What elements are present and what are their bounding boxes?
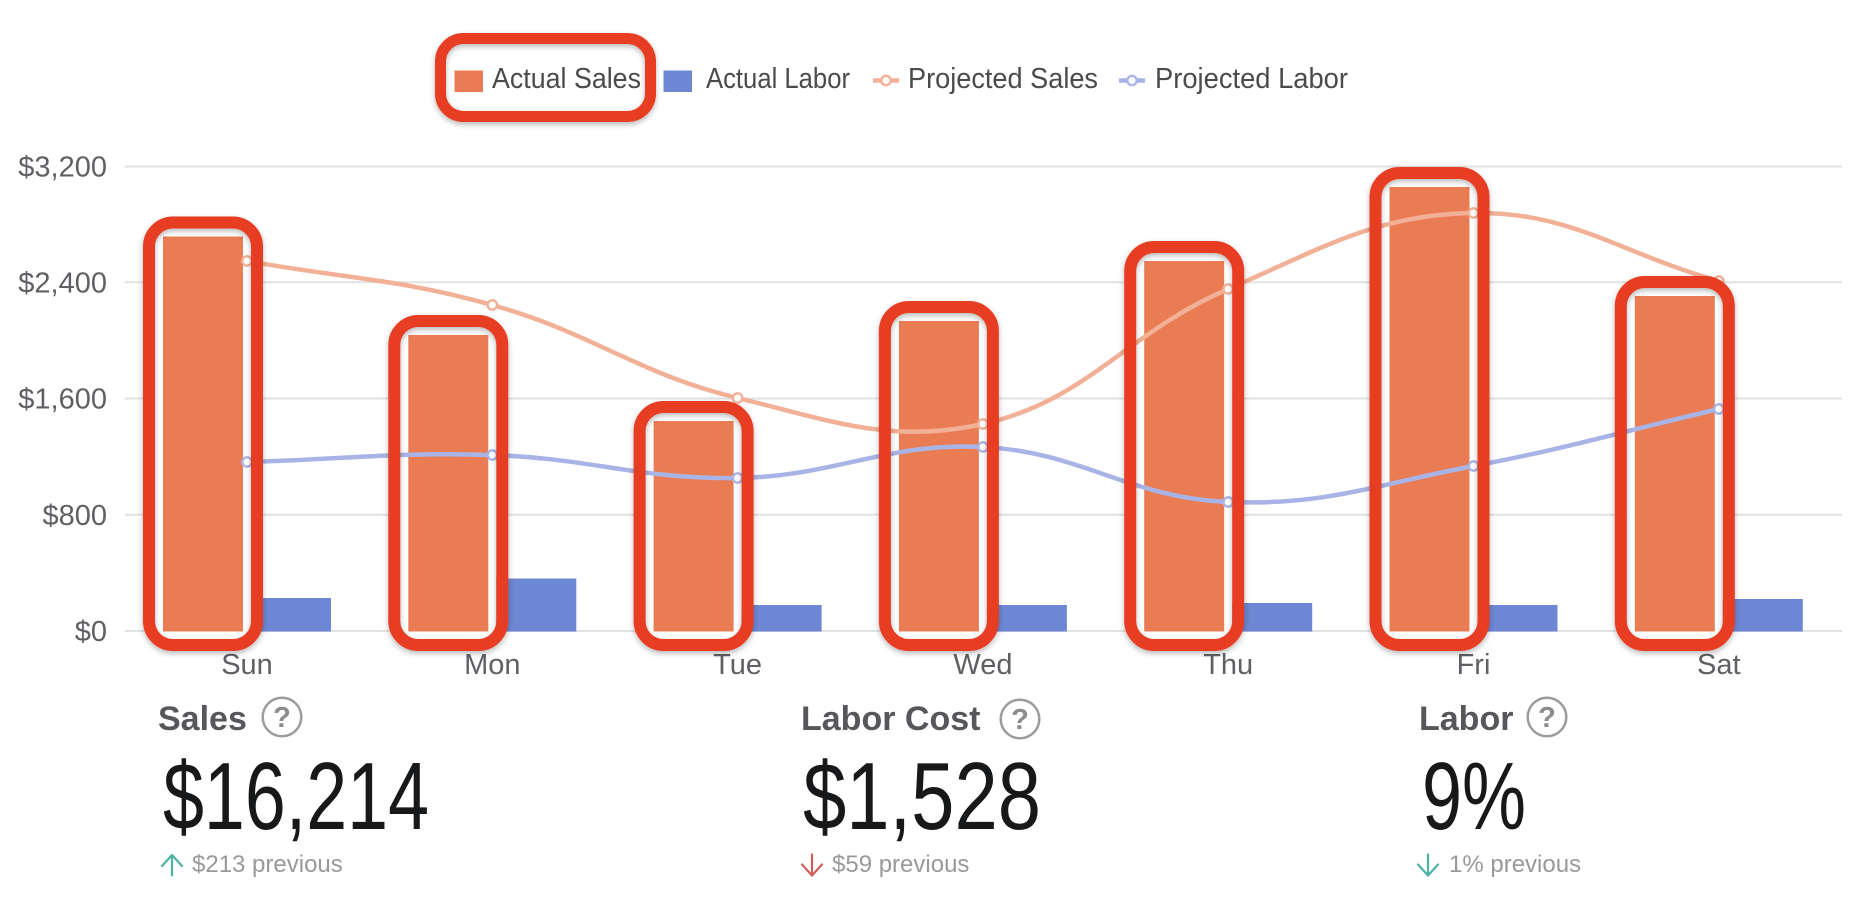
svg-text:Sat: Sat xyxy=(1697,649,1741,681)
svg-text:Fri: Fri xyxy=(1457,649,1491,681)
svg-text:Projected Sales: Projected Sales xyxy=(908,63,1098,95)
svg-text:Projected Labor: Projected Labor xyxy=(1155,63,1348,95)
svg-text:$1,600: $1,600 xyxy=(18,384,107,416)
svg-text:Labor Cost: Labor Cost xyxy=(801,700,980,738)
svg-text:Sales: Sales xyxy=(158,700,247,738)
svg-text:Labor: Labor xyxy=(1419,700,1513,738)
svg-text:?: ? xyxy=(1538,702,1556,734)
svg-text:$2,400: $2,400 xyxy=(18,267,107,299)
svg-text:$800: $800 xyxy=(42,500,107,532)
svg-text:Mon: Mon xyxy=(464,649,520,681)
svg-text:$1,528: $1,528 xyxy=(803,743,1041,850)
svg-text:$0: $0 xyxy=(75,616,107,648)
svg-text:$59 previous: $59 previous xyxy=(832,851,969,878)
svg-text:9%: 9% xyxy=(1422,743,1526,850)
svg-text:?: ? xyxy=(1011,704,1029,736)
svg-text:$16,214: $16,214 xyxy=(163,743,429,850)
svg-text:Thu: Thu xyxy=(1203,649,1253,681)
svg-text:?: ? xyxy=(273,702,291,734)
svg-text:$3,200: $3,200 xyxy=(18,152,107,184)
svg-text:1% previous: 1% previous xyxy=(1449,851,1581,878)
svg-text:Sun: Sun xyxy=(221,649,273,681)
svg-text:Actual Sales: Actual Sales xyxy=(492,63,641,95)
svg-text:Actual Labor: Actual Labor xyxy=(706,63,850,95)
svg-text:$213 previous: $213 previous xyxy=(192,851,343,878)
svg-text:Wed: Wed xyxy=(953,649,1012,681)
svg-text:Tue: Tue xyxy=(713,649,762,681)
